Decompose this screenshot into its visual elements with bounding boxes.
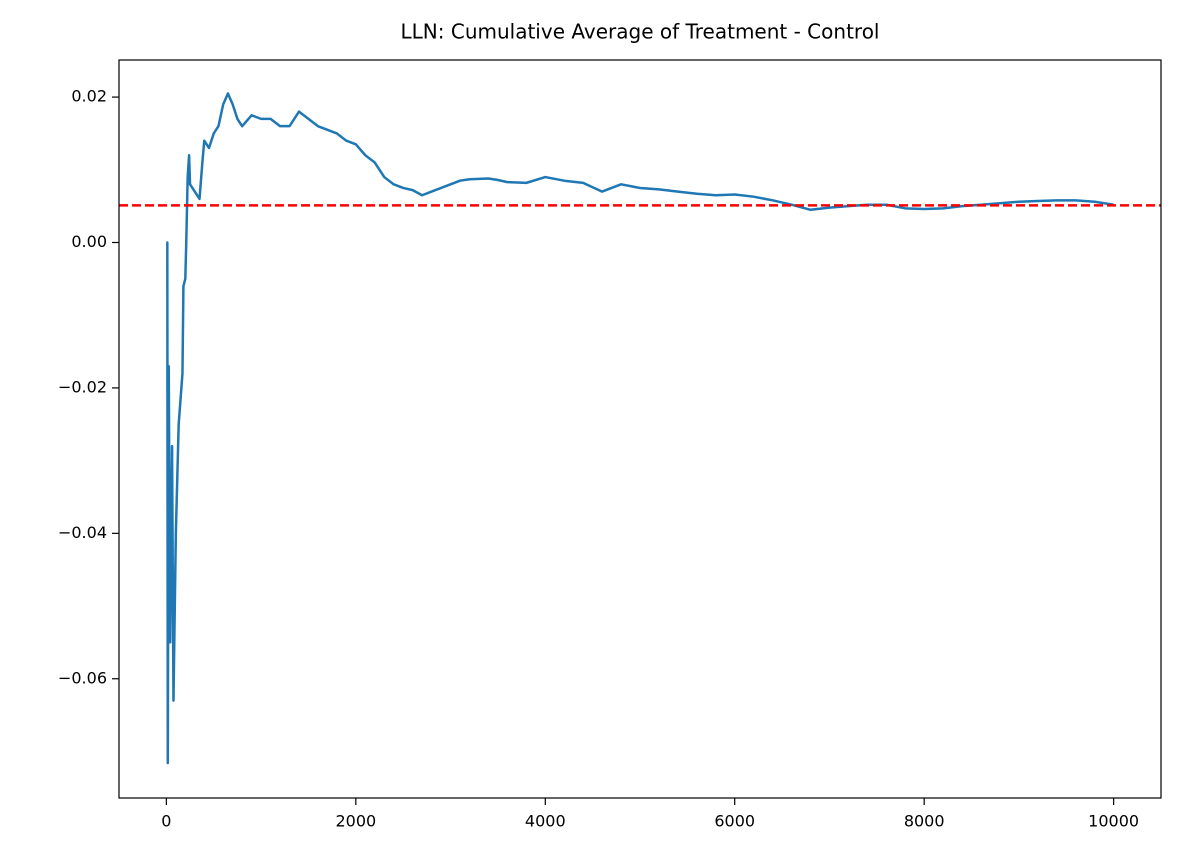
- y-tick-label: −0.06: [58, 668, 107, 687]
- x-tick-label: 2000: [335, 812, 376, 831]
- data-line: [166, 92, 1114, 765]
- y-tick-label: 0.00: [71, 232, 107, 251]
- y-tick-label: −0.02: [58, 377, 107, 396]
- x-tick-label: 4000: [525, 812, 566, 831]
- y-tick-label: 0.02: [71, 87, 107, 106]
- axes-frame: [118, 59, 1162, 799]
- x-tick-label: 8000: [904, 812, 945, 831]
- chart-title: LLN: Cumulative Average of Treatment - C…: [401, 20, 880, 44]
- x-tick-label: 0: [161, 812, 171, 831]
- x-tick-label: 6000: [714, 812, 755, 831]
- y-tick-label: −0.04: [58, 523, 107, 542]
- x-tick-label: 10000: [1088, 812, 1139, 831]
